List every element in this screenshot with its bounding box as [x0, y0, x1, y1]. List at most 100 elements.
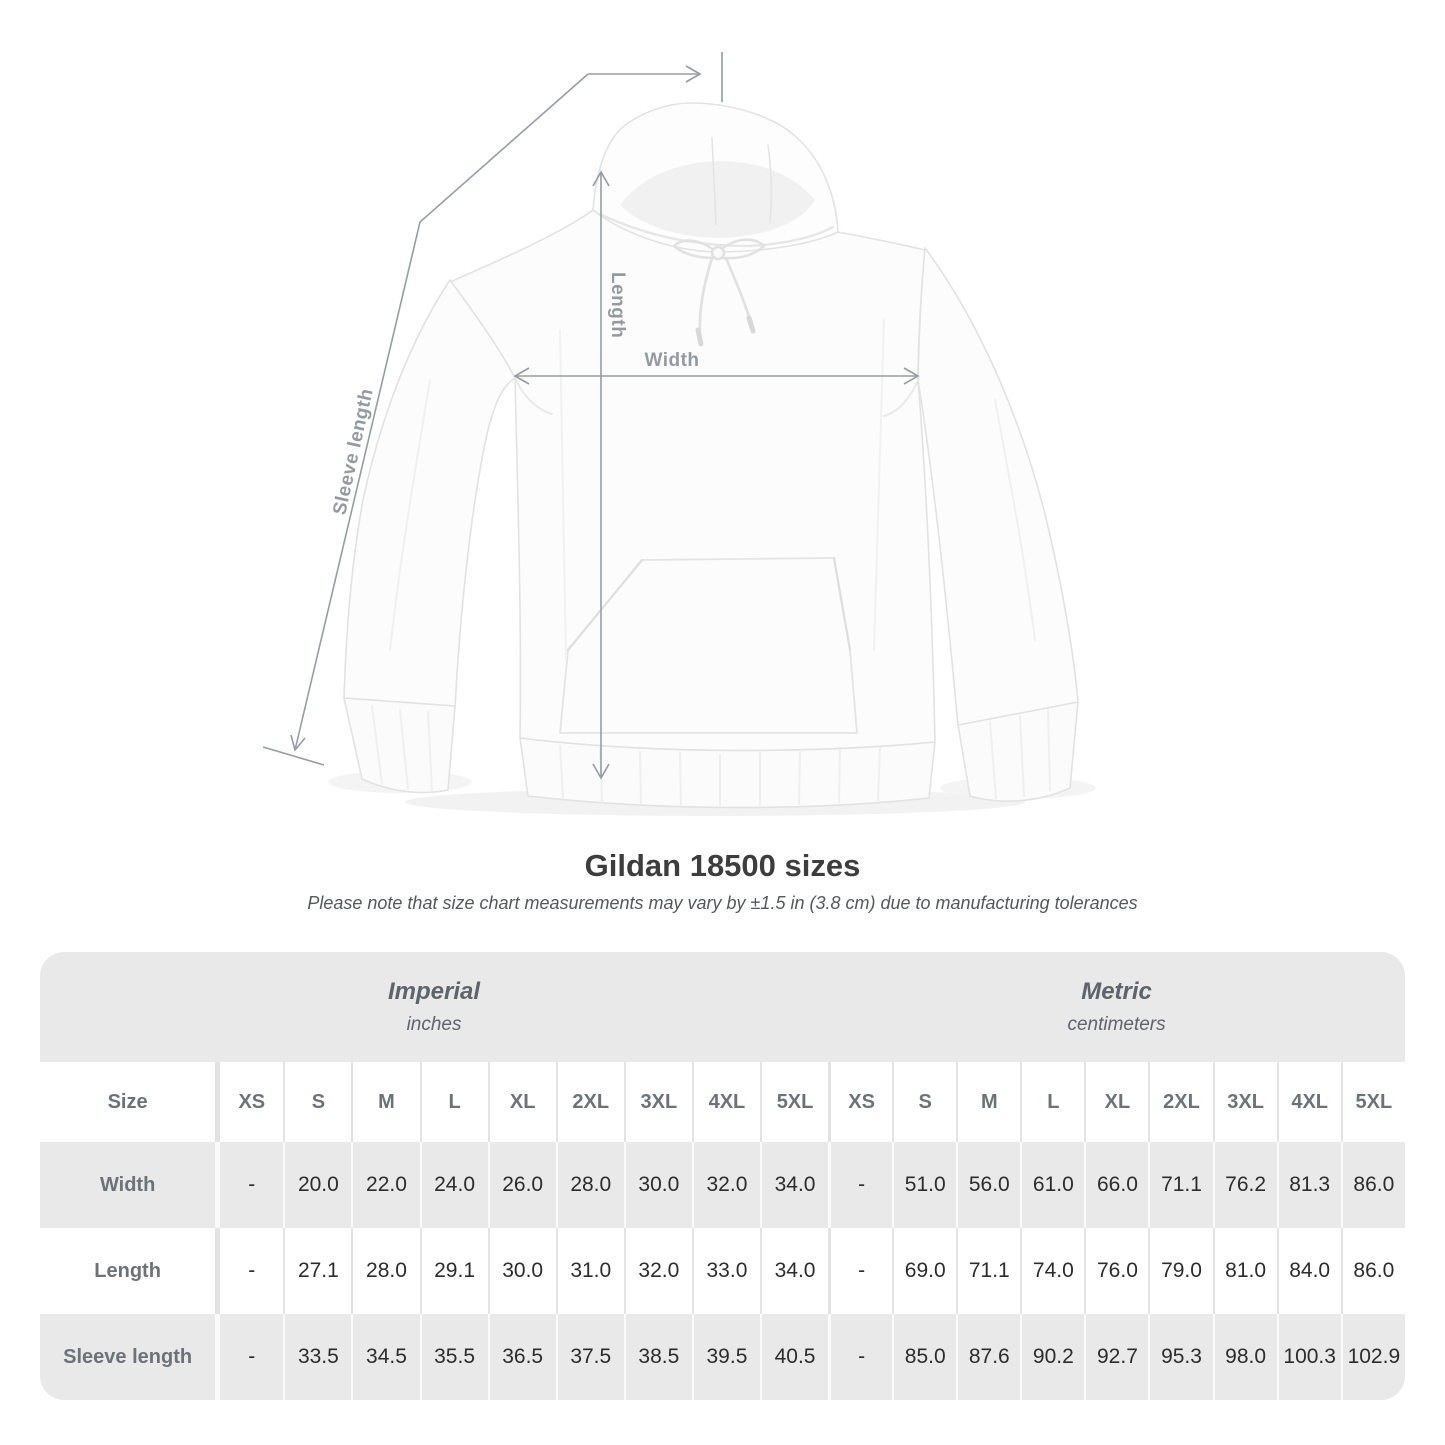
size-col-imperial-2xl: 2XL — [555, 1062, 624, 1142]
imperial-group-header: Imperial inches — [40, 952, 829, 1062]
cell-sleeve-length-metric-3xl: 98.0 — [1212, 1314, 1277, 1400]
hoodie-right-sleeve — [917, 247, 1079, 727]
row-label-sleeve-length: Sleeve length — [40, 1314, 216, 1400]
cell-sleeve-length-metric-l: 90.2 — [1020, 1314, 1085, 1400]
cell-length-metric-xs: - — [828, 1228, 893, 1314]
size-col-metric-5xl: 5XL — [1340, 1062, 1405, 1142]
size-table-wrapper: Imperial inches Metric centimeters Size … — [40, 952, 1405, 1400]
width-measure-line — [513, 367, 920, 385]
cell-sleeve-length-metric-2xl: 95.3 — [1148, 1314, 1213, 1400]
cell-length-metric-4xl: 84.0 — [1276, 1228, 1341, 1314]
cell-sleeve-length-imperial-3xl: 38.5 — [623, 1314, 692, 1400]
cell-length-imperial-4xl: 33.0 — [691, 1228, 760, 1314]
cell-length-metric-3xl: 81.0 — [1212, 1228, 1277, 1314]
cell-length-metric-5xl: 86.0 — [1340, 1228, 1405, 1314]
cell-sleeve-length-imperial-xl: 36.5 — [487, 1314, 556, 1400]
cell-width-metric-2xl: 71.1 — [1148, 1142, 1213, 1228]
cell-width-imperial-5xl: 34.0 — [759, 1142, 829, 1228]
cell-length-metric-l: 74.0 — [1020, 1228, 1085, 1314]
size-col-imperial-5xl: 5XL — [759, 1062, 829, 1142]
size-col-metric-xl: XL — [1084, 1062, 1149, 1142]
cell-sleeve-length-imperial-l: 35.5 — [419, 1314, 488, 1400]
size-table-body: Width -20.0 22.0 24.0 26.0 28.0 30.0 32.0 34.0-5… — [40, 1142, 1405, 1400]
cell-length-metric-s: 69.0 — [892, 1228, 957, 1314]
hoodie-left-cuff — [343, 697, 456, 794]
cell-sleeve-length-metric-4xl: 100.3 — [1276, 1314, 1341, 1400]
size-col-imperial-xl: XL — [487, 1062, 556, 1142]
imperial-group-label: Imperial — [388, 978, 481, 1006]
cell-width-metric-m: 56.0 — [956, 1142, 1021, 1228]
cell-width-metric-3xl: 76.2 — [1212, 1142, 1277, 1228]
size-col-metric-2xl: 2XL — [1148, 1062, 1213, 1142]
cell-sleeve-length-imperial-4xl: 39.5 — [691, 1314, 760, 1400]
imperial-group-unit: inches — [406, 1013, 462, 1035]
size-col-imperial-s: S — [283, 1062, 352, 1142]
cell-length-imperial-s: 27.1 — [283, 1228, 352, 1314]
cell-length-imperial-5xl: 34.0 — [759, 1228, 829, 1314]
cell-length-imperial-xl: 30.0 — [487, 1228, 556, 1314]
cell-sleeve-length-metric-xs: - — [828, 1314, 893, 1400]
cell-sleeve-length-metric-s: 85.0 — [892, 1314, 957, 1400]
hood-drawstrings — [672, 238, 766, 347]
hoodie-size-diagram: Length Width Sleeve length — [262, 52, 1096, 816]
size-col-metric-3xl: 3XL — [1212, 1062, 1277, 1142]
cell-sleeve-length-metric-5xl: 102.9 — [1340, 1314, 1405, 1400]
hoodie-illustration — [343, 102, 1079, 809]
cell-sleeve-length-imperial-2xl: 37.5 — [555, 1314, 624, 1400]
cell-sleeve-length-imperial-s: 33.5 — [283, 1314, 352, 1400]
size-corner-header: Size — [40, 1062, 216, 1142]
cell-length-metric-xl: 76.0 — [1084, 1228, 1149, 1314]
size-table: Imperial inches Metric centimeters Size … — [40, 952, 1405, 1400]
cell-length-imperial-l: 29.1 — [419, 1228, 488, 1314]
hoodie-left-sleeve — [343, 279, 516, 709]
row-sleeve-length: Sleeve length -33.5 34.5 35.5 36.5 37.5 38.5 39… — [40, 1314, 1405, 1400]
cell-width-metric-s: 51.0 — [892, 1142, 957, 1228]
cell-width-metric-5xl: 86.0 — [1340, 1142, 1405, 1228]
size-col-imperial-3xl: 3XL — [623, 1062, 692, 1142]
cell-width-imperial-l: 24.0 — [419, 1142, 488, 1228]
metric-group-unit: centimeters — [1067, 1013, 1166, 1035]
size-header-row: Size XS S M L XL 2XL 3XL 4XL 5XL XS S M L XL 2XL 3XL 4XL… — [40, 1062, 1405, 1142]
cell-sleeve-length-metric-m: 87.6 — [956, 1314, 1021, 1400]
cell-length-metric-2xl: 79.0 — [1148, 1228, 1213, 1314]
metric-group-header: Metric centimeters — [828, 952, 1405, 1062]
length-measure-line — [592, 170, 610, 780]
cell-sleeve-length-imperial-xs: - — [215, 1314, 284, 1400]
size-col-imperial-xs: XS — [215, 1062, 284, 1142]
cell-sleeve-length-imperial-m: 34.5 — [351, 1314, 420, 1400]
hood-interior — [620, 161, 815, 238]
cell-width-imperial-4xl: 32.0 — [691, 1142, 760, 1228]
size-col-imperial-m: M — [351, 1062, 420, 1142]
cell-width-metric-xl: 66.0 — [1084, 1142, 1149, 1228]
cell-width-imperial-xs: - — [215, 1142, 284, 1228]
measurement-lines — [262, 52, 920, 780]
row-label-length: Length — [40, 1228, 216, 1314]
cell-width-imperial-m: 22.0 — [351, 1142, 420, 1228]
cell-width-metric-4xl: 81.3 — [1276, 1142, 1341, 1228]
size-col-imperial-4xl: 4XL — [691, 1062, 760, 1142]
cell-sleeve-length-imperial-5xl: 40.5 — [759, 1314, 829, 1400]
cell-width-metric-l: 61.0 — [1020, 1142, 1085, 1228]
size-col-metric-m: M — [956, 1062, 1021, 1142]
cell-width-metric-xs: - — [828, 1142, 893, 1228]
row-label-width: Width — [40, 1142, 216, 1228]
cell-sleeve-length-metric-xl: 92.7 — [1084, 1314, 1149, 1400]
cell-width-imperial-3xl: 30.0 — [623, 1142, 692, 1228]
cell-width-imperial-s: 20.0 — [283, 1142, 352, 1228]
tolerance-note: Please note that size chart measurements… — [307, 893, 1138, 913]
size-col-metric-s: S — [892, 1062, 957, 1142]
size-col-metric-4xl: 4XL — [1276, 1062, 1341, 1142]
cell-length-imperial-3xl: 32.0 — [623, 1228, 692, 1314]
size-col-metric-xs: XS — [828, 1062, 893, 1142]
length-measure-label: Length — [607, 272, 628, 338]
metric-group-label: Metric — [1081, 978, 1152, 1006]
cell-width-imperial-2xl: 28.0 — [555, 1142, 624, 1228]
page-title: Gildan 18500 sizes — [584, 848, 861, 883]
cell-length-imperial-m: 28.0 — [351, 1228, 420, 1314]
width-measure-label: Width — [644, 350, 699, 371]
row-width: Width -20.0 22.0 24.0 26.0 28.0 30.0 32.0 34.0-5… — [40, 1142, 1405, 1228]
cell-length-metric-m: 71.1 — [956, 1228, 1021, 1314]
size-col-imperial-l: L — [419, 1062, 488, 1142]
cell-length-imperial-2xl: 31.0 — [555, 1228, 624, 1314]
